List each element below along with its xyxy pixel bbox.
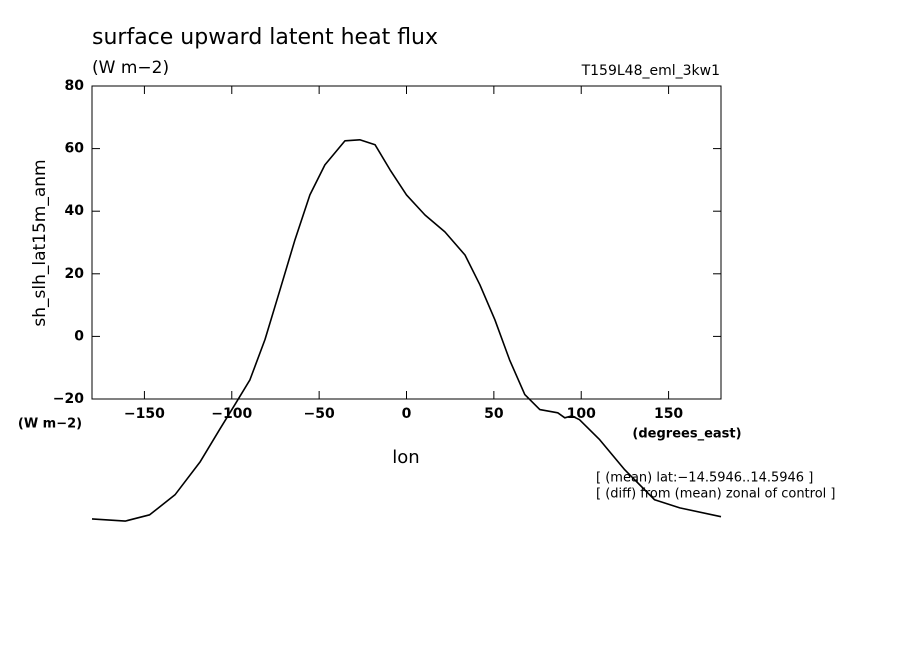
x-tick-label: 0: [402, 406, 412, 422]
data-line: [91, 139, 722, 522]
x-tick-label: −100: [211, 406, 252, 422]
y-tick-label: 0: [74, 328, 84, 344]
chart-title: surface upward latent heat flux: [92, 25, 438, 50]
y-tick-label: 40: [65, 203, 85, 219]
x-tick-label: −50: [304, 406, 335, 422]
x-tick-label: 50: [484, 406, 504, 422]
y-tick-label: 80: [65, 78, 85, 94]
y-axis-label: sh_slh_lat15m_anm: [30, 159, 50, 326]
note: [ (diff) from (mean) zonal of control ]: [596, 487, 835, 502]
x-axis-label: lon: [392, 447, 419, 468]
x-tick-label: 150: [654, 406, 683, 422]
y-tick-label: 20: [65, 266, 85, 282]
y-tick-label: −20: [53, 391, 84, 407]
subtitle: (W m−2): [92, 58, 169, 78]
y-tick-label: 60: [65, 141, 85, 157]
x-tick-label: 100: [567, 406, 596, 422]
y-units: (W m−2): [18, 417, 82, 432]
note: [ (mean) lat:−14.5946..14.5946 ]: [596, 471, 813, 486]
run-label: T159L48_eml_3kw1: [581, 63, 720, 79]
x-tick-label: −150: [124, 406, 165, 422]
x-units: (degrees_east): [632, 427, 741, 442]
